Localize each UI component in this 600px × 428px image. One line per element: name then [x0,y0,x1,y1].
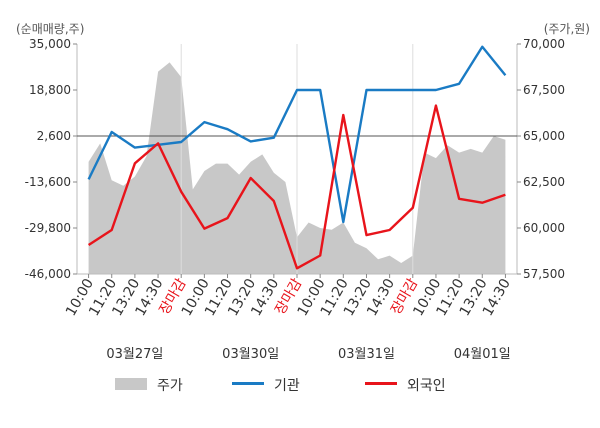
chart-frame [76,44,518,275]
left-tick-label: 35,000 [29,37,71,51]
left-tick-label: -13,600 [25,175,71,189]
date-label: 03월31일 [338,347,395,362]
legend-swatch-line [232,382,264,385]
date-label: 04월01일 [454,347,511,362]
price-area [88,62,506,275]
legend: 주가 기관 외국인 [115,378,446,394]
date-label: 03월27일 [106,347,163,362]
right-tick-label: 67,500 [523,83,565,97]
legend-label: 주가 [157,378,183,394]
right-unit-label: (주가,원) [544,22,590,36]
price-area-layer [88,62,506,275]
legend-swatch-area [115,378,147,390]
series-layer [87,45,507,270]
series-line-1 [87,104,506,270]
right-tick-label: 60,000 [523,221,565,235]
legend-label: 기관 [274,378,300,394]
date-label: 03월30일 [222,347,279,362]
left-tick-label: 2,600 [37,129,71,143]
left-tick-label: 18,800 [29,83,71,97]
legend-swatch-line [365,382,397,385]
left-tick-label: -29,800 [25,221,71,235]
right-tick-label: 70,000 [523,37,565,51]
right-tick-label: 62,500 [523,175,565,189]
left-unit-label: (순매매량,주) [16,22,84,36]
right-tick-label: 57,500 [523,267,565,281]
left-tick-label: -46,000 [25,267,71,281]
right-tick-label: 65,000 [523,129,565,143]
legend-label: 외국인 [407,378,446,394]
